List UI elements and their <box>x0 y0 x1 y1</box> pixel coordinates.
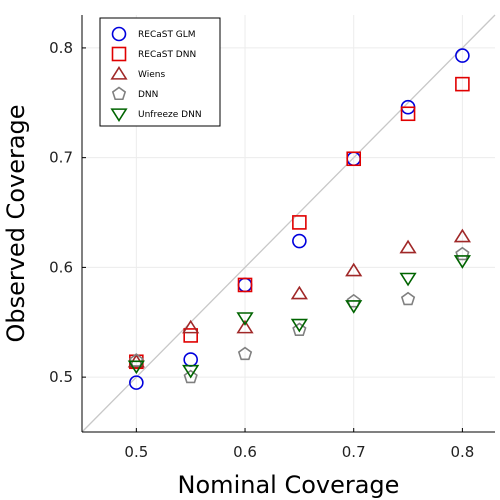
data-point <box>453 228 471 243</box>
x-tick-label: 0.8 <box>450 443 474 461</box>
data-point <box>183 369 198 384</box>
legend: RECaST GLM RECaST DNN Wiens DNN Unfreeze DNN <box>99 17 221 127</box>
legend-label: Unfreeze DNN <box>138 110 202 120</box>
legend-label: Wiens <box>138 70 165 80</box>
series-wiens <box>127 228 471 368</box>
y-axis-label: Observed Coverage <box>2 104 30 342</box>
data-point <box>290 318 308 333</box>
y-tick-label: 0.6 <box>49 258 73 276</box>
data-point <box>346 151 362 167</box>
legend-box <box>99 17 221 127</box>
data-point <box>236 319 254 334</box>
data-point <box>127 360 145 375</box>
data-point <box>345 300 363 314</box>
data-point <box>399 239 417 254</box>
legend-marker <box>111 46 127 62</box>
data-point <box>129 375 144 390</box>
data-point <box>455 76 470 92</box>
legend-label: RECaST GLM <box>138 30 196 40</box>
data-points <box>127 48 471 390</box>
data-point <box>183 328 198 343</box>
data-point <box>292 233 307 249</box>
data-point <box>290 285 308 300</box>
data-point <box>400 106 416 122</box>
data-point <box>129 353 144 367</box>
data-point <box>182 364 200 379</box>
data-point <box>292 215 307 230</box>
data-point <box>236 312 254 326</box>
series-unfreeze-dnn <box>127 255 471 379</box>
data-point <box>292 322 307 337</box>
series-recast-dnn <box>129 76 470 370</box>
data-point <box>183 352 198 367</box>
x-tick-label: 0.6 <box>233 443 257 461</box>
legend-marker <box>110 108 128 123</box>
data-point <box>345 262 363 277</box>
tick-labels: 0.5 0.6 0.7 0.8 0.5 0.6 0.7 0.8 <box>49 39 474 461</box>
axes <box>81 15 495 433</box>
data-point <box>455 48 470 63</box>
legend-marker <box>111 86 127 101</box>
y-tick-label: 0.5 <box>49 368 73 386</box>
legend-marker <box>110 65 128 80</box>
data-point <box>346 293 361 308</box>
grid <box>82 15 495 432</box>
diagonal-reference-line <box>81 14 496 433</box>
legend-label: RECaST DNN <box>138 50 196 60</box>
legend-label: DNN <box>138 90 158 100</box>
x-tick-label: 0.5 <box>124 443 148 461</box>
x-axis-label: Nominal Coverage <box>178 471 400 499</box>
x-tick-label: 0.7 <box>342 443 366 461</box>
data-point <box>453 255 471 269</box>
data-point <box>455 246 470 261</box>
data-point <box>400 291 416 306</box>
y-tick-label: 0.8 <box>49 39 73 57</box>
y-tick-label: 0.7 <box>49 149 73 167</box>
legend-marker <box>111 26 127 42</box>
data-point <box>237 277 253 293</box>
data-point <box>237 346 253 361</box>
data-point <box>399 272 417 287</box>
series-dnn <box>129 246 470 384</box>
data-point <box>182 319 200 334</box>
